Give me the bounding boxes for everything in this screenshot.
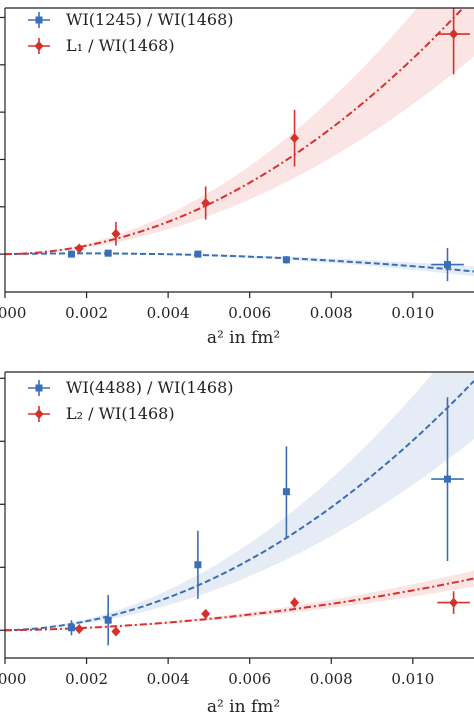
fit-band bbox=[5, 8, 474, 255]
square-marker bbox=[282, 256, 290, 264]
legend-label: L₂ / WI(1468) bbox=[66, 404, 175, 423]
data-point bbox=[290, 597, 300, 608]
square-marker bbox=[282, 488, 290, 496]
legend-diamond-marker bbox=[34, 409, 44, 419]
diamond-marker bbox=[201, 608, 211, 619]
fit-band bbox=[5, 372, 474, 631]
data-point bbox=[104, 249, 112, 257]
data-point bbox=[282, 256, 290, 264]
legend-item: L₁ / WI(1468) bbox=[28, 36, 175, 55]
data-point bbox=[67, 250, 75, 258]
square-marker bbox=[194, 250, 202, 258]
x-tick-label: 0.002 bbox=[65, 670, 108, 688]
x-tick-label: 0.008 bbox=[310, 304, 353, 322]
data-point bbox=[111, 626, 121, 637]
square-marker bbox=[443, 261, 451, 269]
legend-square-marker bbox=[35, 384, 43, 392]
fit-line bbox=[5, 252, 474, 273]
x-tick-label: 0.010 bbox=[391, 304, 434, 322]
x-tick-label: 0.006 bbox=[228, 670, 271, 688]
diamond-marker bbox=[290, 597, 300, 608]
data-point bbox=[67, 620, 75, 636]
data-point bbox=[290, 109, 300, 167]
data-point bbox=[104, 595, 112, 646]
legend: WI(1245) / WI(1468) L₁ / WI(1468) bbox=[28, 10, 234, 55]
data-point bbox=[437, 8, 470, 75]
fit-band bbox=[5, 253, 474, 277]
x-tick-label: 0.008 bbox=[310, 670, 353, 688]
data-point bbox=[431, 247, 464, 282]
legend-diamond-marker bbox=[34, 41, 44, 51]
data-point bbox=[194, 530, 202, 599]
square-marker bbox=[67, 250, 75, 258]
legend-square-marker bbox=[35, 16, 43, 24]
diamond-marker bbox=[290, 133, 300, 144]
legend-label: WI(4488) / WI(1468) bbox=[66, 378, 234, 397]
x-axis-label: a² in fm² bbox=[207, 328, 280, 348]
legend-label: WI(1245) / WI(1468) bbox=[66, 10, 234, 29]
legend-label: L₁ / WI(1468) bbox=[66, 36, 175, 55]
data-point bbox=[437, 591, 470, 614]
bottom-panel: 0.000 0.002 0.004 0.006 0.008 0.010 a² in fm² W… bbox=[0, 371, 474, 717]
fit-line bbox=[5, 380, 474, 632]
fit-line bbox=[5, 577, 474, 632]
diamond-marker bbox=[74, 624, 84, 635]
x-tick-label: 0.004 bbox=[147, 670, 190, 688]
diamond-marker bbox=[111, 228, 121, 239]
legend-item: WI(1245) / WI(1468) bbox=[28, 10, 234, 29]
diamond-marker bbox=[74, 243, 84, 254]
data-point bbox=[431, 397, 464, 561]
square-marker bbox=[104, 616, 112, 624]
x-tick-label: 0.000 bbox=[0, 670, 26, 688]
data-point bbox=[201, 608, 211, 619]
x-tick-label: 0.002 bbox=[65, 304, 108, 322]
diamond-marker bbox=[111, 626, 121, 637]
top-panel: 0.000 0.002 0.004 0.006 0.008 0.010 a² in fm² W… bbox=[0, 7, 474, 348]
plot-area bbox=[5, 8, 474, 282]
data-point bbox=[74, 624, 84, 635]
plot-area bbox=[5, 372, 474, 646]
data-point bbox=[201, 186, 211, 220]
x-tick-label: 0.010 bbox=[391, 670, 434, 688]
data-point bbox=[74, 243, 84, 254]
diamond-marker bbox=[449, 597, 459, 608]
diamond-marker bbox=[449, 29, 459, 40]
data-point bbox=[282, 446, 290, 538]
fit-line bbox=[5, 8, 465, 256]
x-tick-label: 0.004 bbox=[147, 304, 190, 322]
x-tick-label: 0.000 bbox=[0, 304, 26, 322]
square-marker bbox=[67, 624, 75, 632]
x-axis-label: a² in fm² bbox=[207, 697, 280, 717]
legend-item: WI(4488) / WI(1468) bbox=[28, 378, 234, 397]
square-marker bbox=[104, 249, 112, 257]
square-marker bbox=[443, 475, 451, 483]
legend-item: L₂ / WI(1468) bbox=[28, 404, 175, 423]
data-point bbox=[111, 221, 121, 246]
legend: WI(4488) / WI(1468) L₂ / WI(1468) bbox=[28, 378, 234, 423]
x-tick-label: 0.006 bbox=[228, 304, 271, 322]
fit-band bbox=[5, 570, 474, 631]
diamond-marker bbox=[201, 198, 211, 209]
data-point bbox=[194, 250, 202, 258]
square-marker bbox=[194, 561, 202, 569]
